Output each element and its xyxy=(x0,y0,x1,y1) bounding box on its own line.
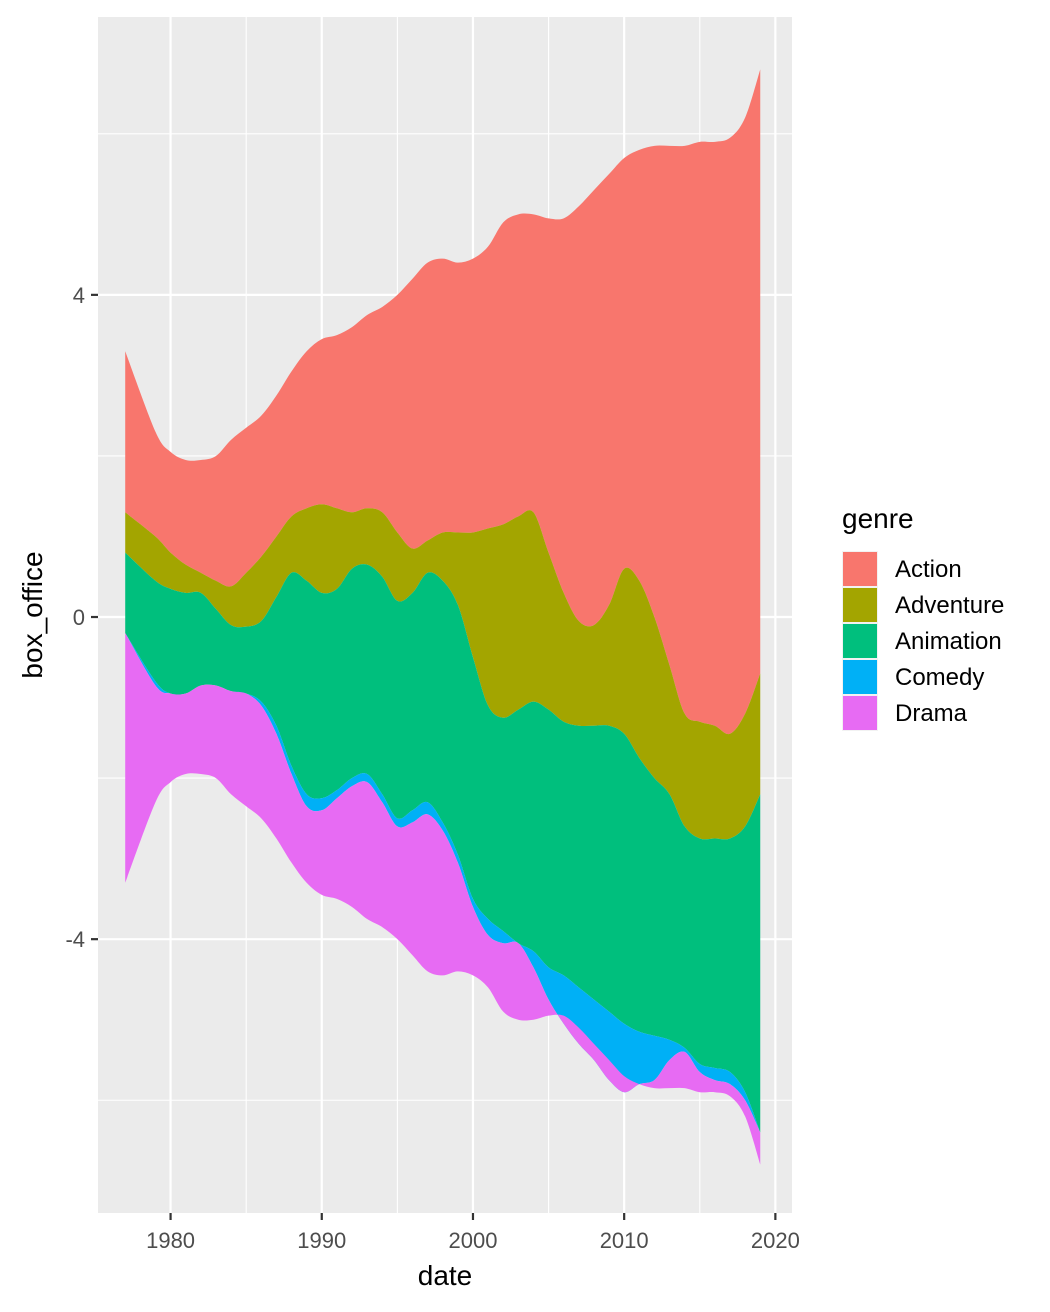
x-axis-title: date xyxy=(418,1260,473,1291)
y-tick-label: -4 xyxy=(65,927,85,952)
legend-key-drama xyxy=(843,696,877,730)
legend-key-comedy xyxy=(843,660,877,694)
x-tick-label: 1990 xyxy=(297,1228,346,1253)
area-drama xyxy=(125,633,761,1165)
legend-key-action xyxy=(843,552,877,586)
area-adventure xyxy=(125,504,761,840)
x-tick-label: 2010 xyxy=(600,1228,649,1253)
x-tick-label: 2020 xyxy=(751,1228,800,1253)
area-action xyxy=(125,69,761,735)
y-axis-title: box_office xyxy=(17,551,48,678)
legend-label-action: Action xyxy=(895,556,962,583)
area-comedy xyxy=(125,633,761,1133)
stream-areas xyxy=(125,69,761,1165)
legend-label-adventure: Adventure xyxy=(895,592,1004,619)
legend-key-adventure xyxy=(843,588,877,622)
legend: genre Action Adventure Animation Comedy Dram… xyxy=(842,503,1004,731)
legend-label-drama: Drama xyxy=(895,700,968,727)
legend-label-comedy: Comedy xyxy=(895,664,984,691)
legend-title: genre xyxy=(842,503,914,534)
x-tick-label: 1980 xyxy=(146,1228,195,1253)
y-tick-label: 4 xyxy=(73,283,85,308)
legend-label-animation: Animation xyxy=(895,628,1002,655)
area-animation xyxy=(125,552,761,1133)
x-axis: 1980 1990 2000 2010 2020 xyxy=(146,1213,800,1253)
y-tick-label: 0 xyxy=(73,605,85,630)
x-tick-label: 2000 xyxy=(448,1228,497,1253)
legend-key-animation xyxy=(843,624,877,658)
y-axis: -4 0 4 xyxy=(65,283,98,952)
